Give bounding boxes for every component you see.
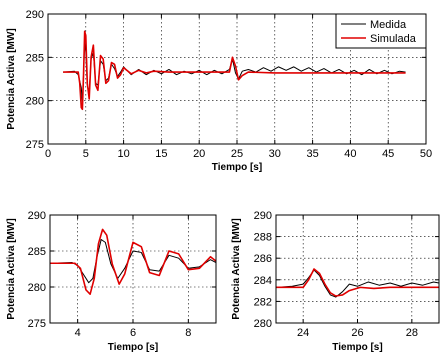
y-tick-label: 290 [26,9,44,21]
x-tick-label: 25 [231,148,243,160]
y-axis-label: Potencia Activa [MW] [6,218,17,319]
y-tick-label: 280 [254,318,272,330]
x-axis-label: Tiempo [s] [108,342,158,353]
x-tick-label: 35 [306,148,318,160]
x-tick-label: 20 [193,148,205,160]
x-tick-label: 24 [297,327,309,339]
x-tick-label: 8 [185,327,191,339]
y-tick-label: 280 [28,282,46,294]
x-tick-label: 6 [130,327,136,339]
x-tick-label: 28 [406,327,418,339]
legend: Medida Simulada [335,13,427,49]
x-axis-label: Tiempo [s] [212,162,262,173]
legend-entry: Medida [370,19,407,31]
series-line-simulada [50,228,216,295]
y-tick-label: 280 [26,96,44,108]
y-tick-label: 275 [26,139,44,151]
chart-panel-3: 24 26 28 280 282 284 286 288 290 Tiempo [s] Potenc… [231,210,440,353]
x-tick-label: 45 [382,148,394,160]
y-tick-label: 288 [254,232,272,244]
x-axis-label: Tiempo [s] [332,342,382,353]
x-tick-label: 0 [45,148,51,160]
x-tick-label: 4 [75,327,81,339]
chart-panel-1: 0 5 10 15 20 25 30 35 40 45 50 275 280 285 290 Tiempo [… [6,9,432,173]
y-tick-label: 282 [254,296,272,308]
x-tick-label: 5 [83,148,89,160]
chart-panel-2: 4 6 8 275 280 285 290 Tiempo [s] Potencia Activa… [6,210,217,353]
y-tick-label: 290 [254,210,272,222]
x-tick-label: 40 [344,148,356,160]
y-tick-label: 290 [28,210,46,222]
y-tick-label: 285 [28,246,46,258]
x-tick-label: 15 [155,148,167,160]
x-tick-label: 10 [117,148,129,160]
y-axis-label: Potencia Activa [MW] [6,28,17,129]
y-tick-label: 285 [26,52,44,64]
x-tick-label: 50 [420,148,432,160]
y-tick-label: 275 [28,318,46,330]
x-tick-label: 30 [269,148,281,160]
legend-box [335,13,427,49]
legend-entry: Simulada [370,33,417,45]
x-tick-label: 26 [351,327,363,339]
y-axis-label: Potencia Activa [MW] [231,218,242,319]
series-line-simulada [63,30,406,111]
y-tick-label: 284 [254,275,272,287]
y-tick-label: 286 [254,253,272,265]
series-line-simulada [276,268,439,297]
plot-area [276,215,439,323]
